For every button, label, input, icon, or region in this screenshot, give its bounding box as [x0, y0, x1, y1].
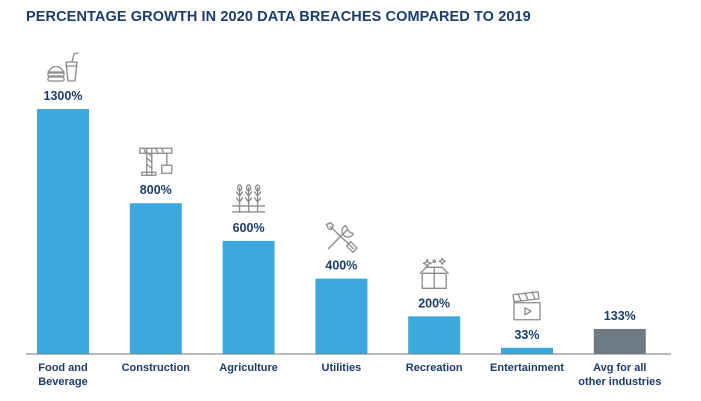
bar-6: [501, 347, 553, 354]
bar-3: [222, 240, 275, 354]
value-label: 600%: [233, 221, 265, 235]
agriculture-wheat-icon: [231, 184, 266, 213]
recreation-gift-box-icon: [419, 257, 449, 289]
category-label: Construction: [122, 362, 191, 374]
utilities-tools-icon: [325, 221, 358, 253]
category-label: Utilities: [322, 362, 362, 374]
value-label: 800%: [140, 183, 172, 197]
category-label: Food and Beverage: [38, 362, 88, 388]
value-label: 133%: [604, 309, 636, 323]
value-label: 33%: [514, 328, 539, 342]
bar-5: [408, 316, 461, 354]
chart-title: PERCENTAGE GROWTH IN 2020 DATA BREACHES …: [26, 9, 531, 25]
bar-2: [129, 203, 182, 354]
category-label: Recreation: [406, 362, 463, 374]
category-label: Entertainment: [490, 362, 564, 374]
food-and-beverage-icon: [47, 52, 79, 82]
value-label: 200%: [418, 296, 450, 310]
category-label: Agriculture: [219, 362, 278, 374]
bar-4: [315, 278, 368, 354]
value-label: 400%: [325, 259, 357, 273]
entertainment-clapperboard-icon: [512, 291, 541, 321]
bar-1: [37, 109, 89, 354]
value-label: 1300%: [44, 89, 83, 103]
category-label: Avg for all other industries: [578, 362, 661, 388]
construction-crane-icon: [139, 147, 173, 176]
bar-7: [593, 328, 646, 354]
